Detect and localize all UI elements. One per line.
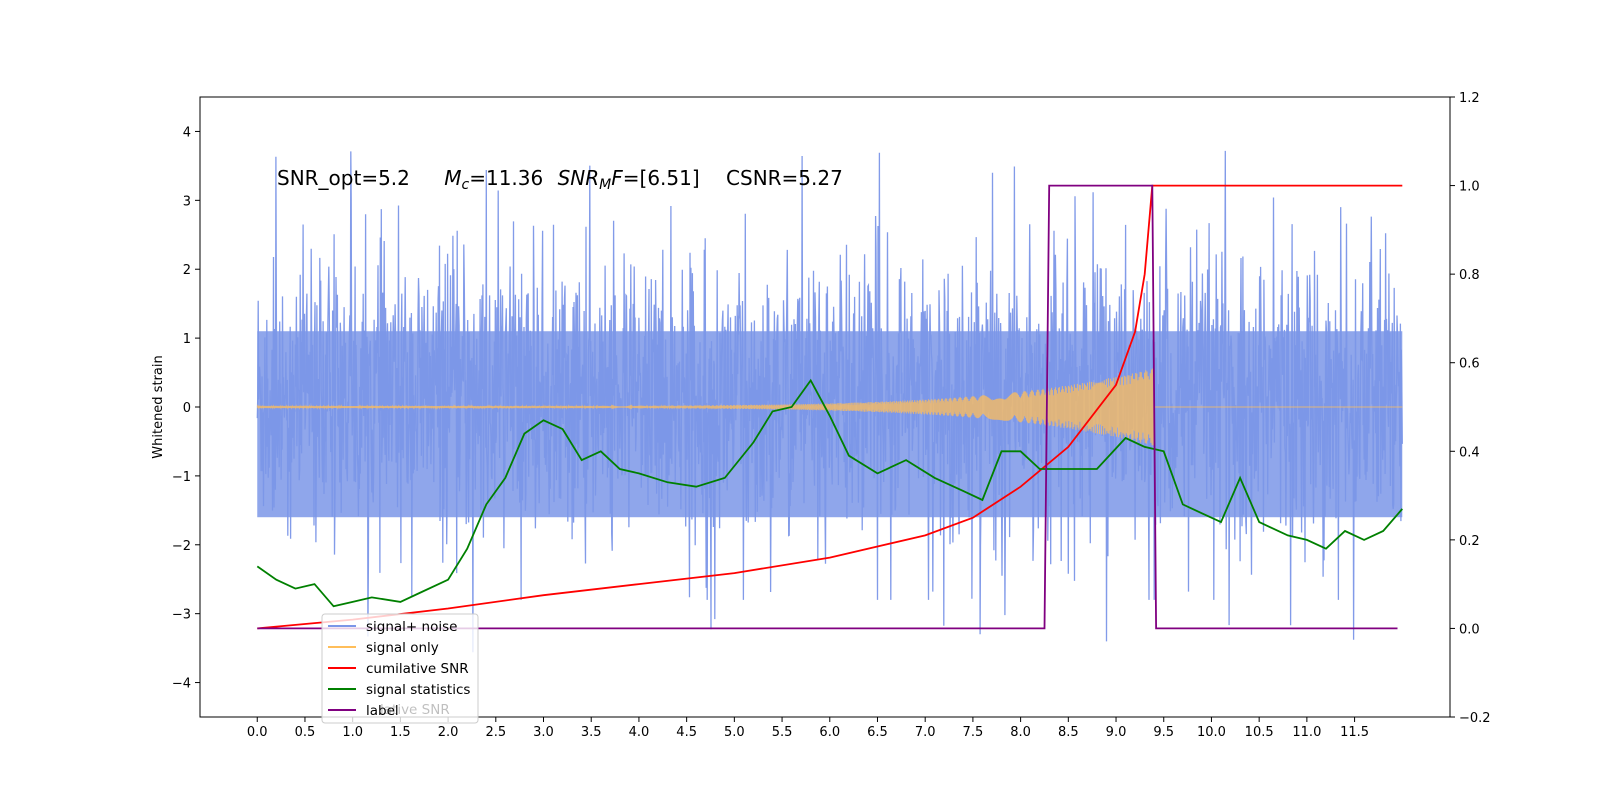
x-tick-label: 1.5 (390, 725, 411, 740)
x-tick-label: 7.0 (915, 725, 936, 740)
snr-annotation: SNR_opt=5.2 Mc=11.36 SNRMF=[6.51] CSNR=5… (277, 166, 843, 193)
signal-only-line (256, 368, 1403, 446)
x-tick-label: 4.0 (629, 725, 650, 740)
y-right-tick-label: 0.6 (1459, 357, 1480, 372)
csnr-text: CSNR=5.27 (726, 166, 843, 190)
y-left-tick-label: 4 (183, 125, 191, 140)
mc-value: =11.36 (469, 166, 543, 190)
y-right-tick-label: 1.0 (1459, 180, 1480, 195)
x-tick-label: 11.5 (1340, 725, 1369, 740)
y-right-tick-label: 0.4 (1459, 445, 1480, 460)
x-tick-label: 1.0 (342, 725, 363, 740)
x-tick-label: 11.0 (1292, 725, 1321, 740)
x-tick-label: 8.0 (1010, 725, 1031, 740)
cumulative-snr-line (257, 184, 1403, 630)
x-tick-label: 7.5 (963, 725, 984, 740)
y-left-tick-label: −1 (172, 470, 191, 485)
y-right-tick-label: 0.0 (1459, 622, 1480, 637)
y-axis-title: Whitened strain (151, 355, 166, 458)
x-tick-label: 3.5 (581, 725, 602, 740)
snrmf-symbol: SNR (558, 166, 600, 190)
snr-opt-text: SNR_opt=5.2 (277, 166, 410, 190)
x-tick-label: 8.5 (1058, 725, 1079, 740)
legend-label-signal-only: signal only (366, 640, 439, 656)
signal-noise-dense-band (257, 331, 1403, 518)
y-axis-right: −0.2 0.0 0.2 0.4 0.6 0.8 1.0 1.2 (1450, 91, 1491, 726)
snrmf-value: =[6.51] (623, 166, 700, 190)
x-tick-label: 2.0 (438, 725, 459, 740)
label-line (257, 184, 1398, 630)
legend-label-signal-statistics: signal statistics (366, 682, 470, 698)
x-tick-label: 4.5 (676, 725, 697, 740)
signal-statistics-line (256, 378, 1403, 608)
x-tick-label: 2.5 (485, 725, 506, 740)
x-tick-label: 10.5 (1245, 725, 1274, 740)
x-axis: 0.0 0.5 1.0 1.5 2.0 2.5 3.0 3.5 4.0 4.5 5.0 5.5 6.0 6… (247, 717, 1369, 740)
snrmf-subscript: M (599, 177, 611, 193)
y-left-tick-label: 3 (183, 194, 191, 209)
y-right-tick-label: 0.2 (1459, 534, 1480, 549)
y-left-tick-label: −3 (172, 608, 191, 623)
x-tick-label: 3.0 (533, 725, 554, 740)
x-tick-label: 6.5 (867, 725, 888, 740)
legend-label-signal-noise: signal+ noise (366, 619, 457, 635)
y-left-tick-label: 2 (183, 263, 191, 278)
signal-only-series (256, 368, 1403, 446)
signal-noise-series (256, 150, 1403, 653)
legend-label-label: label (366, 703, 399, 719)
mc-subscript: c (462, 177, 470, 193)
x-tick-label: 0.0 (247, 725, 268, 740)
x-tick-label: 10.0 (1197, 725, 1226, 740)
x-tick-label: 5.5 (772, 725, 793, 740)
legend-ghost-label: lative SNR (380, 702, 450, 718)
y-right-tick-label: 0.8 (1459, 268, 1480, 283)
snrmf-tail: F (611, 166, 623, 190)
mc-symbol: M (444, 166, 461, 190)
y-left-tick-label: 1 (183, 332, 191, 347)
y-right-tick-label: 1.2 (1459, 91, 1480, 106)
y-left-tick-label: −4 (172, 677, 191, 692)
y-left-tick-label: −2 (172, 539, 191, 554)
y-right-tick-label: −0.2 (1459, 711, 1491, 726)
right-axis-series (256, 184, 1403, 630)
y-axis-left: −4 −3 −2 −1 0 1 2 3 4 (172, 125, 200, 692)
x-tick-label: 6.0 (819, 725, 840, 740)
x-tick-label: 9.0 (1106, 725, 1127, 740)
legend: lative SNR signal+ noise signal only cum… (321, 613, 479, 724)
legend-label-cumulative-snr: cumilative SNR (366, 661, 469, 677)
x-tick-label: 0.5 (295, 725, 316, 740)
x-tick-label: 9.5 (1153, 725, 1174, 740)
x-tick-label: 5.0 (724, 725, 745, 740)
legend-box (321, 613, 479, 724)
y-left-tick-label: 0 (183, 401, 191, 416)
